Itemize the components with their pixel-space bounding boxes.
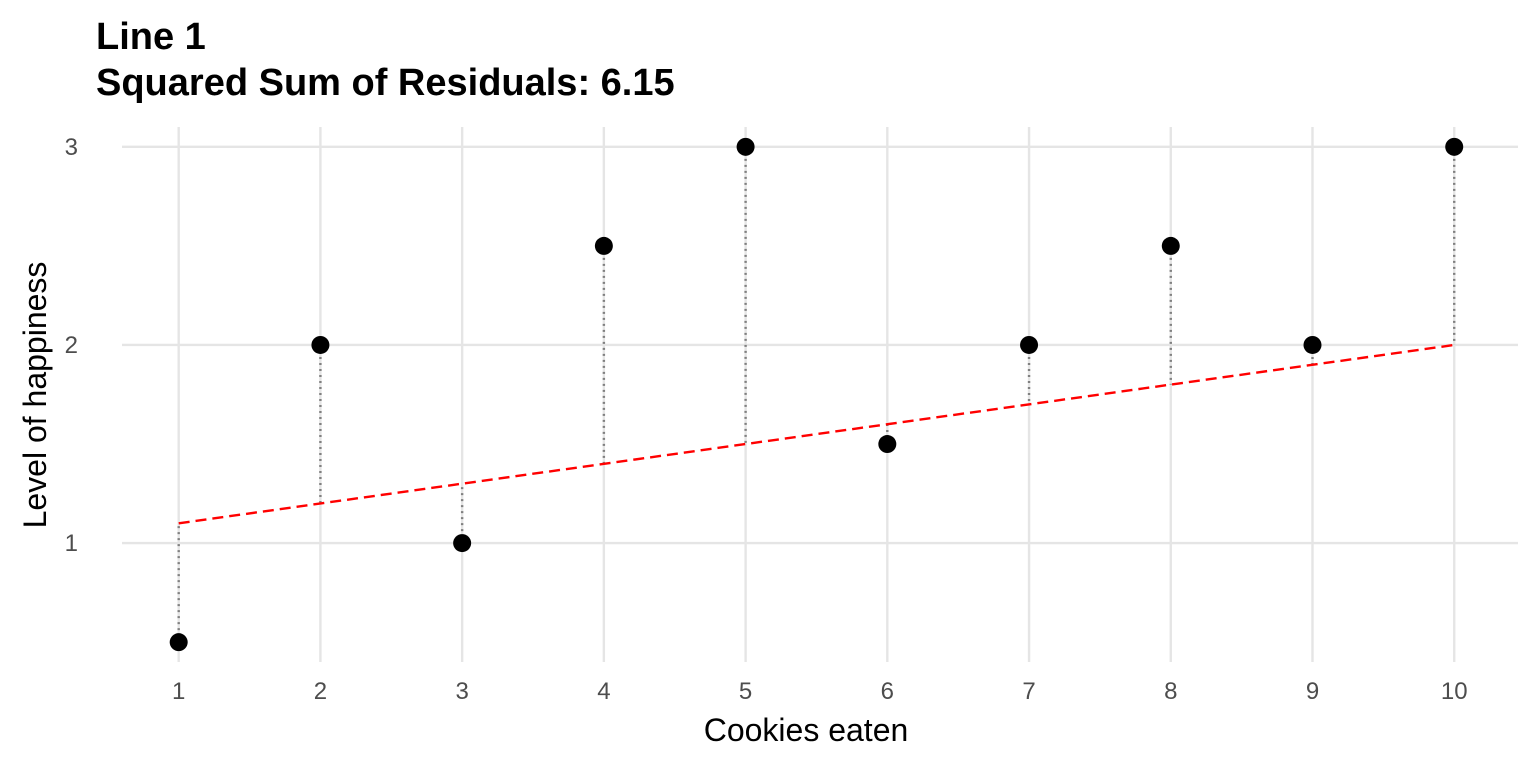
data-points (169, 137, 1464, 652)
y-axis-ticks: 1 2 3 (65, 134, 78, 557)
chart-subtitle: Squared Sum of Residuals: 6.15 (96, 62, 675, 104)
x-tick-label: 6 (881, 678, 894, 705)
x-axis-title: Cookies eaten (704, 712, 909, 748)
grid (122, 127, 1518, 662)
data-point (453, 534, 472, 553)
x-tick-label: 1 (172, 678, 185, 705)
data-point (311, 335, 330, 354)
fitted-line (178, 343, 1455, 525)
chart-title-block: Line 1 Squared Sum of Residuals: 6.15 (96, 14, 675, 106)
residual-lines (177, 146, 1456, 643)
y-tick-label: 3 (65, 134, 78, 161)
data-point (169, 633, 188, 652)
data-point (1020, 335, 1039, 354)
data-point (1445, 137, 1464, 156)
x-tick-label: 9 (1306, 678, 1319, 705)
data-point (878, 435, 897, 454)
x-tick-label: 3 (455, 678, 468, 705)
y-tick-label: 1 (65, 530, 78, 557)
x-tick-label: 5 (739, 678, 752, 705)
x-axis-ticks: 1 2 3 4 5 6 7 8 9 10 (172, 678, 1468, 705)
chart-title: Line 1 (96, 16, 206, 58)
y-tick-label: 2 (65, 332, 78, 359)
x-tick-label: 7 (1022, 678, 1035, 705)
x-tick-label: 2 (314, 678, 327, 705)
x-tick-label: 8 (1164, 678, 1177, 705)
data-point (1303, 335, 1322, 354)
x-tick-label: 4 (597, 678, 610, 705)
data-point (736, 137, 755, 156)
data-point (594, 236, 613, 255)
fitted-line-group (178, 343, 1455, 525)
data-point (1161, 236, 1180, 255)
y-axis-title: Level of happiness (17, 262, 53, 529)
x-tick-label: 10 (1441, 678, 1468, 705)
